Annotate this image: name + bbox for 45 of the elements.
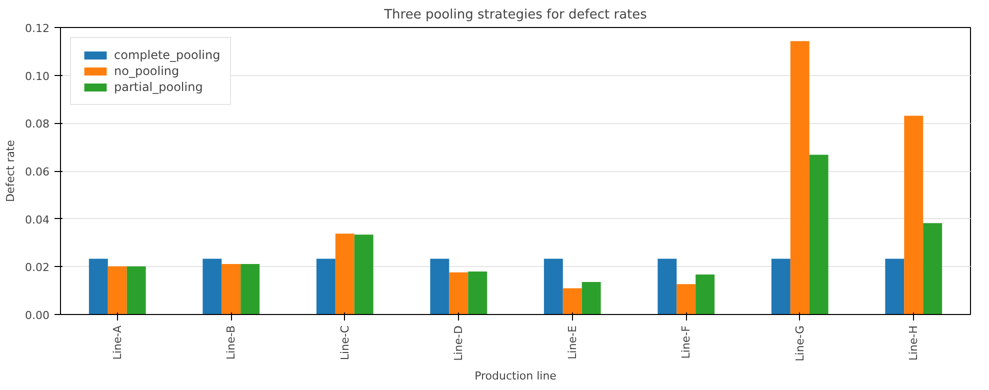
bar bbox=[582, 282, 601, 314]
chart-title: Three pooling strategies for defect rates bbox=[383, 8, 648, 22]
bar bbox=[676, 284, 696, 314]
bar bbox=[316, 258, 336, 314]
bar bbox=[771, 258, 790, 314]
x-axis-title: Production line bbox=[474, 369, 557, 382]
bar bbox=[658, 258, 677, 314]
y-tick-label: 0.10 bbox=[25, 70, 50, 83]
y-tick-label: 0.04 bbox=[25, 213, 50, 226]
legend-label: complete_pooling bbox=[114, 48, 220, 62]
y-tick-label: 0.08 bbox=[25, 118, 50, 131]
bar bbox=[202, 258, 222, 314]
bar bbox=[449, 272, 468, 314]
bar bbox=[696, 274, 715, 314]
bar bbox=[222, 264, 241, 314]
bar bbox=[354, 234, 374, 314]
legend-label: partial_pooling bbox=[114, 80, 203, 94]
bar bbox=[562, 288, 582, 314]
y-tick-label: 0.12 bbox=[25, 22, 50, 35]
x-tick-label: Line-B bbox=[224, 325, 238, 360]
x-tick-label: Line-D bbox=[452, 325, 466, 361]
y-axis-title: Defect rate bbox=[4, 140, 18, 202]
bar bbox=[240, 264, 260, 314]
x-tick-label: Line-G bbox=[793, 325, 806, 362]
bar bbox=[904, 116, 924, 314]
bar bbox=[88, 258, 108, 314]
bar bbox=[126, 266, 146, 314]
y-tick-label: 0.06 bbox=[25, 166, 50, 178]
y-tick-label: 0.00 bbox=[25, 309, 50, 322]
bar bbox=[108, 266, 127, 314]
bar bbox=[544, 258, 563, 314]
bar bbox=[809, 154, 828, 314]
bar bbox=[335, 234, 354, 314]
bar bbox=[923, 223, 942, 314]
legend-label: no_pooling bbox=[114, 64, 180, 78]
y-tick-label: 0.02 bbox=[25, 261, 50, 274]
x-tick-label: Line-H bbox=[907, 325, 920, 361]
bar bbox=[885, 258, 904, 314]
bar bbox=[430, 258, 450, 314]
x-tick-label: Line-F bbox=[680, 325, 693, 359]
x-tick-label: Line-C bbox=[338, 325, 352, 360]
x-tick-label: Line-E bbox=[566, 325, 579, 360]
bar bbox=[790, 41, 810, 314]
bar bbox=[468, 271, 488, 314]
x-tick-label: Line-A bbox=[110, 325, 124, 360]
